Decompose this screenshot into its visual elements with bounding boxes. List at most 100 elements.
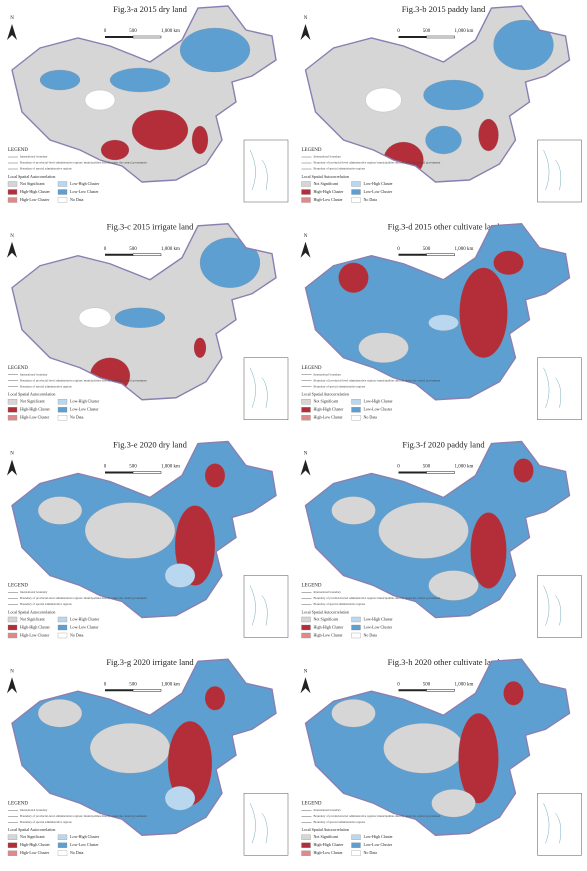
region-cluster: [365, 87, 402, 113]
legend-item: High-Low Cluster: [314, 415, 344, 420]
inset-map: [243, 357, 289, 420]
inset-map: [537, 357, 582, 420]
border: [11, 440, 277, 619]
scale-bar: [398, 253, 427, 256]
inset-map: [243, 575, 289, 638]
legend-item: High-High Cluster: [314, 842, 345, 847]
map-panel: Fig.3-h 2020 other cultivate land N 0 500 1,…: [300, 657, 582, 856]
legend-swatch: [301, 616, 311, 623]
region-cluster: [37, 496, 83, 525]
north-arrow-icon: [7, 241, 17, 258]
legend-item: Low-Low Cluster: [364, 189, 393, 194]
scale-label: 0: [397, 29, 400, 34]
legend-swatch: [7, 842, 18, 848]
inset-map: [243, 139, 289, 203]
legend-line-label: International boundary: [314, 590, 342, 594]
legend-subtitle: Local Spatial Autocorrelation: [302, 609, 349, 614]
region-cluster: [338, 262, 369, 293]
region-cluster: [493, 250, 524, 275]
inset-sea: [249, 149, 268, 191]
border: [11, 5, 277, 183]
scale-label: 1,000 km: [455, 682, 474, 687]
legend-swatch: [351, 181, 361, 187]
region-base: [12, 6, 276, 182]
border: [11, 658, 277, 836]
legend-item: No Data: [70, 197, 84, 202]
legend-item: High-High Cluster: [314, 407, 345, 412]
legend-item: Low-Low Cluster: [364, 624, 393, 629]
border: [11, 223, 277, 401]
region-cluster: [164, 563, 196, 588]
legend-line-label: Boundary of special administrative regio…: [314, 820, 366, 824]
north-arrow: N: [304, 669, 308, 674]
border: [304, 223, 571, 401]
legend-swatch: [7, 189, 18, 195]
scale-label: 0: [104, 247, 107, 252]
inset-sea: [249, 585, 268, 626]
region-cluster: [503, 681, 524, 706]
legend-swatch: [301, 407, 311, 413]
border: [304, 5, 571, 183]
north-arrow: N: [10, 16, 14, 21]
north-arrow-icon: [300, 241, 311, 258]
legend-subtitle: Local Spatial Autocorrelation: [8, 174, 55, 179]
scale-label: 1,000 km: [161, 29, 180, 34]
region-cluster: [331, 496, 376, 525]
panel-title: Fig.3-b 2015 paddy land: [402, 4, 486, 14]
scale-label: 1,000 km: [455, 247, 474, 252]
region-cluster: [459, 267, 508, 358]
legend-line-label: International boundary: [20, 372, 48, 376]
map-panel: Fig.3-c 2015 irrigate land N 0 500 1,000 km L…: [7, 222, 289, 421]
legend-item: Not Significant: [20, 616, 45, 621]
scale-label: 0: [104, 29, 107, 34]
legend-swatch: [351, 624, 361, 631]
legend-subtitle: Local Spatial Autocorrelation: [302, 827, 349, 832]
legend-swatch: [351, 197, 361, 203]
legend-item: Not Significant: [20, 181, 45, 186]
legend-swatch: [301, 189, 311, 195]
north-arrow: N: [304, 234, 308, 239]
legend-line-label: International boundary: [20, 155, 48, 159]
panel-title: Fig.3-g 2020 irrigate land: [106, 657, 194, 667]
legend-item: High-Low Cluster: [20, 850, 50, 855]
legend-title: LEGEND: [302, 801, 322, 806]
scale-bar: [132, 689, 162, 692]
legend-swatch: [57, 850, 68, 856]
legend-swatch: [301, 632, 311, 639]
panel-title: Fig.3-a 2015 dry land: [113, 4, 187, 14]
scale-bar: [426, 689, 455, 692]
scale-bar: [398, 689, 427, 692]
region-cluster: [378, 502, 469, 559]
region-cluster: [78, 307, 112, 328]
legend-swatch: [57, 624, 68, 631]
legend-line-label: Boundary of special administrative regio…: [20, 384, 72, 388]
legend-item: No Data: [364, 197, 378, 202]
map: [12, 6, 276, 182]
legend-item: High-Low Cluster: [20, 632, 50, 637]
legend-line-label: International boundary: [314, 808, 342, 812]
legend-item: Low-High Cluster: [70, 616, 100, 621]
legend-item: High-Low Cluster: [314, 197, 344, 202]
legend-swatch: [57, 399, 68, 405]
legend-swatch: [301, 624, 311, 631]
scale-label: 500: [129, 682, 137, 687]
scale-bar: [105, 36, 133, 38]
scale-label: 0: [397, 465, 400, 470]
scale-bar: [426, 471, 455, 474]
border: [304, 658, 571, 836]
legend-swatch: [57, 407, 68, 413]
border: [304, 440, 571, 619]
north-arrow-icon: [300, 24, 311, 40]
legend-item: Not Significant: [314, 834, 339, 839]
legend-item: High-Low Cluster: [20, 197, 50, 202]
legend-title: LEGEND: [302, 148, 322, 153]
map-panel: Fig.3-g 2020 irrigate land N 0 500 1,000 km L…: [7, 657, 289, 856]
scale-label: 0: [104, 682, 107, 687]
legend-subtitle: Local Spatial Autocorrelation: [8, 827, 55, 832]
legend-item: No Data: [70, 632, 84, 637]
legend-swatch: [57, 181, 68, 187]
legend-title: LEGEND: [8, 366, 28, 371]
scale-bar: [105, 689, 133, 692]
north-arrow: N: [10, 669, 14, 674]
scale-label: 500: [423, 247, 431, 252]
